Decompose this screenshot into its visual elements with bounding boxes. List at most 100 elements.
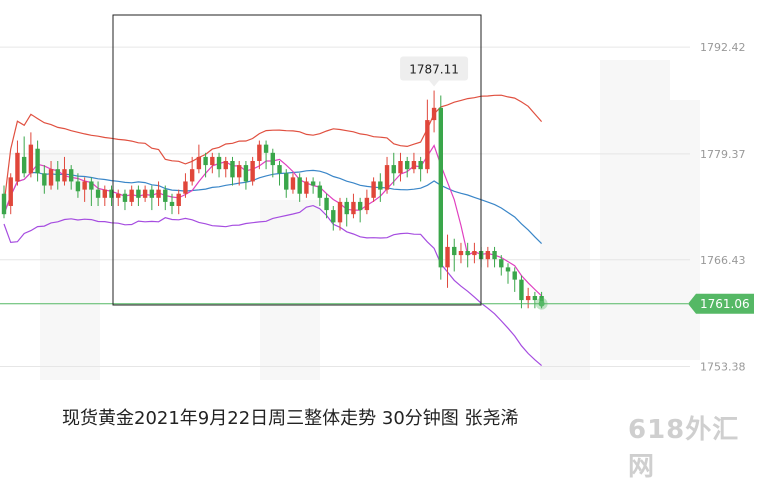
- candle-body: [485, 251, 491, 260]
- candle-body: [21, 156, 27, 174]
- candle: [310, 177, 316, 194]
- background-buildings: [40, 60, 700, 380]
- candle: [230, 156, 235, 186]
- candle-body: [505, 267, 511, 272]
- candle-body: [149, 189, 155, 198]
- candle-body: [411, 161, 417, 170]
- candle-body: [465, 251, 470, 256]
- candle: [263, 140, 269, 170]
- candle-body: [35, 148, 40, 174]
- candle-body: [304, 181, 309, 194]
- y-tick-label: 1753.38: [700, 361, 746, 374]
- candle: [371, 177, 376, 202]
- y-tick-label: 1779.37: [700, 148, 746, 161]
- boll-lower-line: [3, 204, 542, 367]
- candle-body: [532, 296, 538, 301]
- candle-body: [458, 251, 464, 256]
- candle-body: [28, 144, 34, 174]
- candle-body: [331, 210, 336, 223]
- chart-caption: 现货黄金2021年9月22日周三整体走势 30分钟图 张尧浠: [62, 408, 519, 429]
- candle-body: [317, 185, 323, 198]
- candle: [257, 140, 262, 170]
- candle: [8, 173, 13, 215]
- candle: [425, 99, 430, 174]
- candle-body: [405, 161, 410, 170]
- candle: [116, 189, 121, 206]
- candle-body: [116, 193, 121, 198]
- candle: [183, 173, 188, 198]
- candle: [485, 246, 491, 268]
- candle-body: [42, 173, 47, 186]
- candle: [458, 242, 464, 264]
- candle: [216, 152, 222, 178]
- candle-body: [263, 144, 269, 153]
- candle: [364, 189, 370, 215]
- candle-body: [156, 189, 161, 198]
- candle: [163, 185, 168, 211]
- candlestick-chart: 1792.42 1779.37 1766.43 1753.38 1761.06 1787…: [0, 14, 754, 380]
- candle: [532, 291, 538, 309]
- candle-body: [398, 161, 403, 174]
- candle: [21, 136, 27, 178]
- candle: [89, 177, 94, 206]
- high-price-tooltip: 1787.11: [400, 56, 469, 87]
- tooltip-bg: [400, 56, 469, 81]
- chart-screen: 1792.42 1779.37 1766.43 1753.38 1761.06 1787…: [0, 14, 754, 482]
- candle-body: [378, 181, 383, 190]
- candle: [378, 173, 383, 202]
- candle-body: [371, 181, 376, 198]
- current-price-badge: 1761.06: [688, 293, 754, 314]
- candle: [35, 140, 40, 182]
- candle-body: [472, 251, 477, 256]
- candle-body: [55, 169, 60, 182]
- boll-upper-line: [3, 94, 543, 205]
- candle-body: [129, 189, 134, 202]
- candle: [62, 156, 67, 186]
- candle-body: [189, 169, 195, 182]
- candle-body: [203, 156, 208, 166]
- candle-body: [391, 165, 396, 174]
- candle-body: [243, 165, 249, 182]
- candle: [48, 161, 54, 190]
- candle: [405, 156, 410, 178]
- candle-body: [512, 271, 517, 280]
- candle-body: [351, 201, 356, 215]
- candle: [69, 165, 74, 190]
- bg-block: [650, 100, 700, 360]
- candle-body: [176, 193, 181, 206]
- candle: [344, 197, 349, 227]
- candle: [351, 193, 356, 219]
- candle: [431, 90, 437, 133]
- candle-body: [539, 296, 544, 304]
- candle-body: [102, 189, 107, 198]
- candle: [525, 287, 531, 309]
- candle: [1, 185, 7, 219]
- candle: [203, 152, 208, 178]
- candle: [210, 152, 215, 174]
- candle-body: [438, 107, 443, 268]
- candle-body: [257, 144, 262, 161]
- candle-body: [277, 165, 282, 174]
- candle-body: [324, 197, 329, 211]
- candle-body: [122, 193, 128, 202]
- highlight-box: [112, 14, 482, 306]
- candle: [384, 156, 390, 194]
- candle: [102, 185, 107, 206]
- candle: [169, 193, 175, 215]
- candle-body: [425, 120, 430, 170]
- candle-body: [230, 161, 235, 178]
- candle: [445, 234, 450, 288]
- candle-body: [284, 173, 289, 190]
- candle: [418, 156, 423, 182]
- candle: [15, 140, 20, 186]
- candle: [519, 275, 524, 309]
- candle-body: [163, 189, 168, 202]
- candle-body: [519, 279, 524, 301]
- candle: [411, 152, 417, 174]
- bg-block: [540, 200, 590, 380]
- candle-body: [499, 259, 504, 268]
- candle: [176, 189, 181, 215]
- candle: [290, 173, 296, 194]
- candle-body: [384, 165, 390, 190]
- candle-body: [89, 181, 94, 190]
